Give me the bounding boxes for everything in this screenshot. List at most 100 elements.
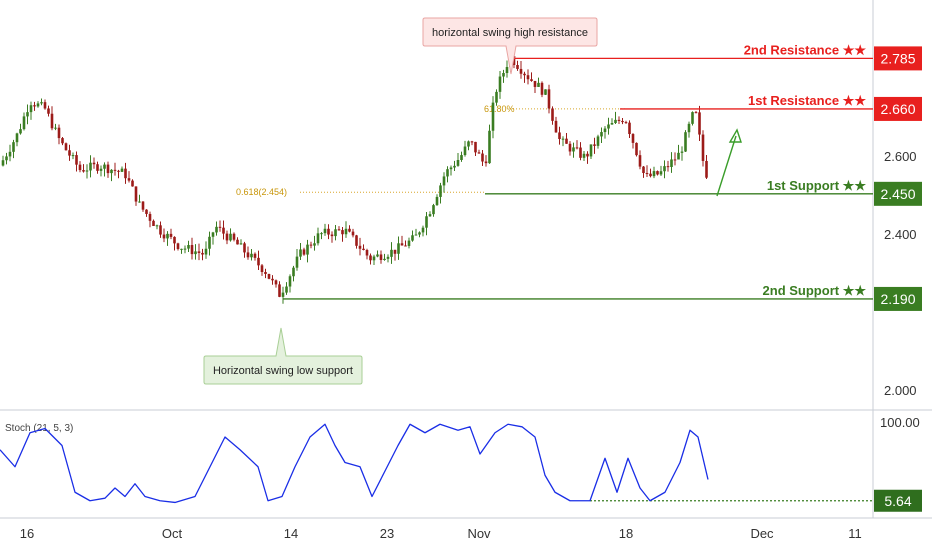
candle-body [372, 256, 376, 261]
candle-body [159, 225, 162, 235]
candle-body [341, 230, 344, 235]
candle-body [29, 105, 33, 113]
level-price-text-2: 2.450 [880, 186, 915, 202]
candle-body [365, 249, 369, 256]
candle-body [313, 243, 316, 246]
candle-body [474, 141, 477, 153]
candle-body [600, 132, 603, 137]
candle-body [1, 160, 5, 166]
candle-body [250, 253, 253, 258]
candle-body [698, 112, 701, 135]
candle-body [502, 73, 505, 77]
candle-body [320, 233, 323, 235]
candle-body [467, 141, 470, 147]
level-label-3: 2nd Support ★★ [763, 283, 867, 298]
candle-body [677, 152, 680, 160]
candle-body [278, 284, 281, 297]
time-tick-label-5: 18 [619, 526, 633, 541]
candle-body [572, 147, 575, 152]
candle-body [306, 244, 309, 255]
candle-body [435, 196, 439, 206]
candle-body [610, 123, 614, 125]
candle-body [446, 169, 449, 177]
price-tick-label-0: 2.600 [884, 149, 917, 164]
candle-body [596, 136, 600, 146]
candle-body [425, 216, 428, 228]
candle-body [302, 249, 306, 255]
candle-body [589, 144, 593, 157]
candle-body [663, 166, 666, 172]
candle-body [470, 141, 474, 143]
candle-body [169, 233, 173, 237]
candle-body [498, 76, 502, 92]
candle-body [397, 243, 400, 254]
candle-body [274, 280, 278, 285]
candle-body [614, 119, 617, 124]
time-tick-label-7: 11 [848, 526, 862, 541]
candle-body [635, 142, 638, 156]
candle-body [148, 213, 152, 221]
candle-body [316, 233, 320, 244]
candle-body [449, 167, 453, 170]
candle-body [593, 144, 596, 146]
candle-body [110, 169, 113, 174]
candle-body [645, 173, 649, 175]
candle-body [558, 132, 561, 140]
candle-body [194, 251, 197, 255]
time-tick-label-4: Nov [467, 526, 491, 541]
candle-body [131, 180, 134, 187]
candle-body [183, 248, 187, 250]
candle-body [89, 162, 92, 171]
candle-body [211, 232, 215, 237]
candle-body [512, 56, 516, 66]
candle-body [544, 89, 547, 95]
candle-body [607, 124, 610, 129]
level-price-text-3: 2.190 [880, 291, 915, 307]
candle-body [642, 166, 645, 174]
candle-body [78, 164, 82, 171]
swing-high-callout [422, 17, 598, 75]
candle-body [624, 122, 628, 124]
level-price-tag-2 [874, 181, 922, 206]
candle-body [134, 186, 138, 202]
candle-body [187, 245, 190, 249]
candle-body [337, 229, 341, 231]
swing-high-callout-text: horizontal swing high resistance [432, 27, 588, 39]
candle-body [222, 227, 225, 234]
candle-body [215, 226, 218, 233]
candle-body [442, 176, 446, 186]
candle-body [523, 73, 526, 76]
level-label-1: 1st Resistance ★★ [748, 93, 866, 108]
candle-body [85, 170, 89, 172]
candle-body [176, 243, 180, 249]
candle-body [652, 171, 656, 177]
candle-body [106, 164, 110, 174]
candle-body [428, 214, 432, 217]
candles [1, 52, 708, 304]
candle-body [246, 252, 250, 258]
candle-body [505, 66, 509, 74]
candle-body [701, 134, 705, 161]
candle-body [355, 235, 358, 246]
candle-body [197, 251, 201, 253]
candle-body [568, 143, 572, 152]
candle-body [8, 151, 12, 157]
candle-body [432, 205, 435, 215]
candle-body [124, 168, 127, 179]
stoch-title: Stoch (21, 5, 3) [5, 423, 73, 434]
candle-body [362, 248, 365, 250]
candle-body [162, 234, 166, 239]
candle-body [463, 146, 467, 156]
candle-body [628, 122, 631, 135]
candle-body [225, 233, 229, 241]
price-tick-label-1: 2.400 [884, 227, 917, 242]
candle-body [488, 130, 491, 164]
candle-body [229, 233, 232, 241]
candle-body [295, 256, 299, 268]
candle-body [47, 108, 50, 114]
candle-body [547, 89, 551, 109]
candle-body [407, 240, 411, 246]
candle-body [253, 253, 257, 258]
candle-body [33, 105, 36, 107]
